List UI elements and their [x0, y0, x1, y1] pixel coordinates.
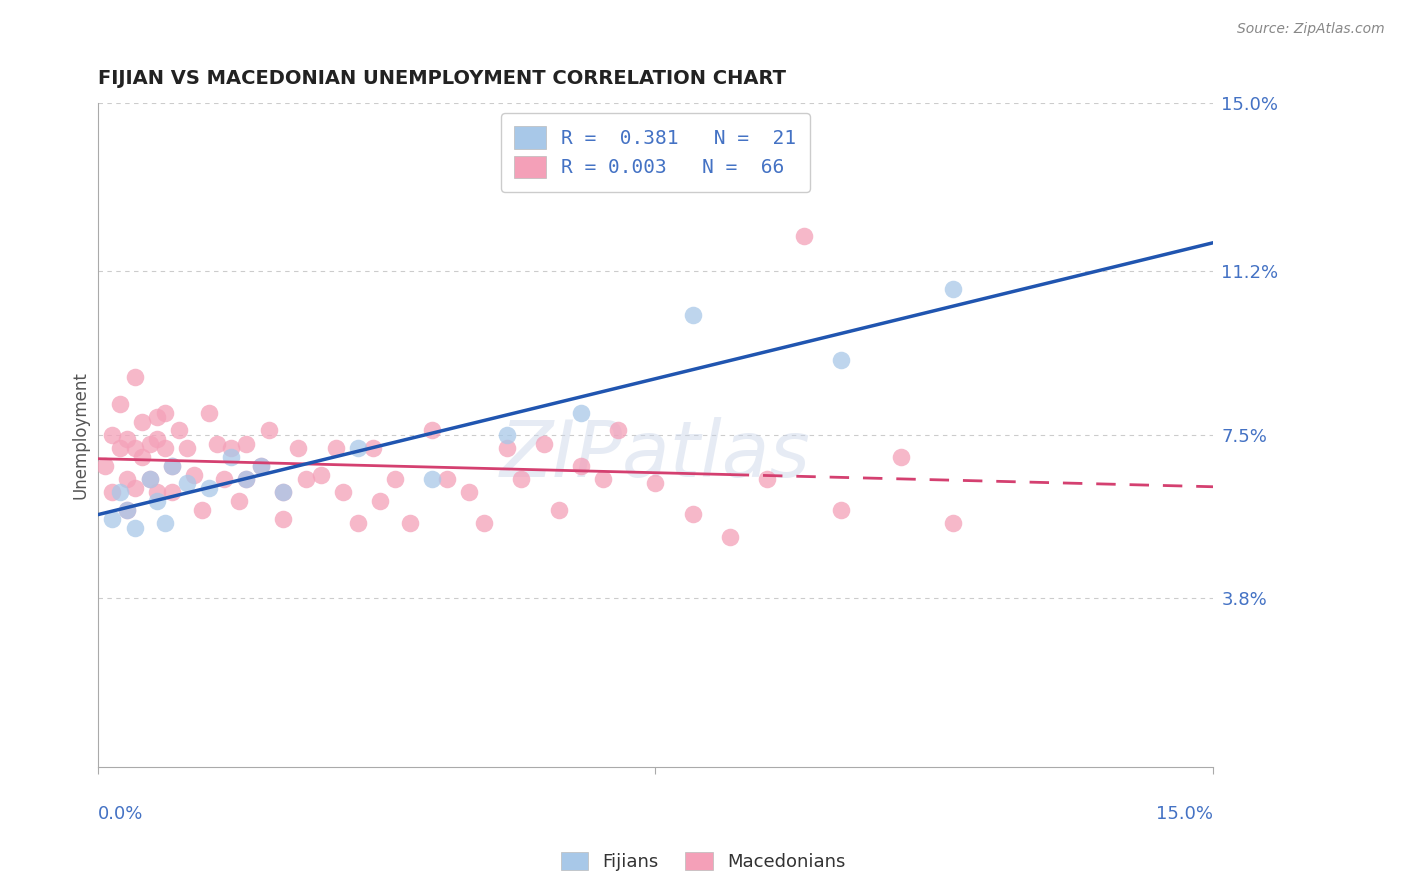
- Point: [190, 503, 212, 517]
- Point: [146, 432, 169, 446]
- Point: [458, 485, 481, 500]
- Point: [569, 406, 592, 420]
- Point: [228, 494, 250, 508]
- Point: [592, 472, 614, 486]
- Point: [235, 436, 257, 450]
- Point: [682, 508, 704, 522]
- Point: [205, 436, 228, 450]
- Point: [153, 516, 176, 531]
- Point: [309, 467, 332, 482]
- Point: [257, 423, 280, 437]
- Point: [273, 512, 295, 526]
- Point: [160, 458, 183, 473]
- Point: [124, 481, 146, 495]
- Point: [117, 432, 139, 446]
- Point: [153, 406, 176, 420]
- Point: [347, 441, 370, 455]
- Point: [108, 485, 131, 500]
- Point: [368, 494, 391, 508]
- Point: [420, 423, 443, 437]
- Point: [495, 427, 517, 442]
- Text: FIJIAN VS MACEDONIAN UNEMPLOYMENT CORRELATION CHART: FIJIAN VS MACEDONIAN UNEMPLOYMENT CORREL…: [97, 69, 786, 87]
- Point: [117, 503, 139, 517]
- Point: [830, 503, 852, 517]
- Point: [942, 516, 965, 531]
- Point: [124, 521, 146, 535]
- Point: [131, 415, 153, 429]
- Point: [124, 441, 146, 455]
- Point: [146, 485, 169, 500]
- Point: [101, 512, 124, 526]
- Point: [569, 458, 592, 473]
- Point: [250, 458, 273, 473]
- Point: [547, 503, 569, 517]
- Point: [176, 476, 198, 491]
- Point: [294, 472, 316, 486]
- Point: [347, 516, 370, 531]
- Point: [533, 436, 555, 450]
- Point: [273, 485, 295, 500]
- Point: [198, 481, 221, 495]
- Point: [682, 309, 704, 323]
- Text: ZIPatlas: ZIPatlas: [501, 417, 811, 492]
- Point: [607, 423, 630, 437]
- Point: [644, 476, 666, 491]
- Point: [101, 427, 124, 442]
- Point: [793, 228, 815, 243]
- Point: [117, 503, 139, 517]
- Point: [94, 458, 117, 473]
- Point: [942, 282, 965, 296]
- Point: [160, 458, 183, 473]
- Point: [108, 397, 131, 411]
- Point: [287, 441, 309, 455]
- Point: [755, 472, 778, 486]
- Point: [138, 472, 160, 486]
- Point: [436, 472, 458, 486]
- Point: [361, 441, 384, 455]
- Point: [124, 370, 146, 384]
- Text: Source: ZipAtlas.com: Source: ZipAtlas.com: [1237, 22, 1385, 37]
- Point: [146, 410, 169, 425]
- Point: [169, 423, 191, 437]
- Point: [221, 450, 243, 464]
- Point: [235, 472, 257, 486]
- Legend: Fijians, Macedonians: Fijians, Macedonians: [554, 845, 852, 879]
- Point: [273, 485, 295, 500]
- Text: 0.0%: 0.0%: [97, 805, 143, 823]
- Point: [153, 441, 176, 455]
- Point: [117, 472, 139, 486]
- Point: [495, 441, 517, 455]
- Point: [890, 450, 912, 464]
- Text: 15.0%: 15.0%: [1156, 805, 1213, 823]
- Point: [510, 472, 533, 486]
- Point: [399, 516, 422, 531]
- Point: [250, 458, 273, 473]
- Point: [221, 441, 243, 455]
- Legend: R =  0.381   N =  21, R = 0.003   N =  66: R = 0.381 N = 21, R = 0.003 N = 66: [501, 112, 810, 192]
- Point: [420, 472, 443, 486]
- Point: [131, 450, 153, 464]
- Point: [212, 472, 235, 486]
- Point: [384, 472, 406, 486]
- Point: [138, 436, 160, 450]
- Point: [325, 441, 347, 455]
- Point: [146, 494, 169, 508]
- Point: [718, 529, 741, 543]
- Point: [176, 441, 198, 455]
- Point: [235, 472, 257, 486]
- Point: [108, 441, 131, 455]
- Point: [830, 352, 852, 367]
- Point: [198, 406, 221, 420]
- Point: [472, 516, 495, 531]
- Y-axis label: Unemployment: Unemployment: [72, 371, 89, 499]
- Point: [160, 485, 183, 500]
- Point: [183, 467, 205, 482]
- Point: [101, 485, 124, 500]
- Point: [332, 485, 354, 500]
- Point: [138, 472, 160, 486]
